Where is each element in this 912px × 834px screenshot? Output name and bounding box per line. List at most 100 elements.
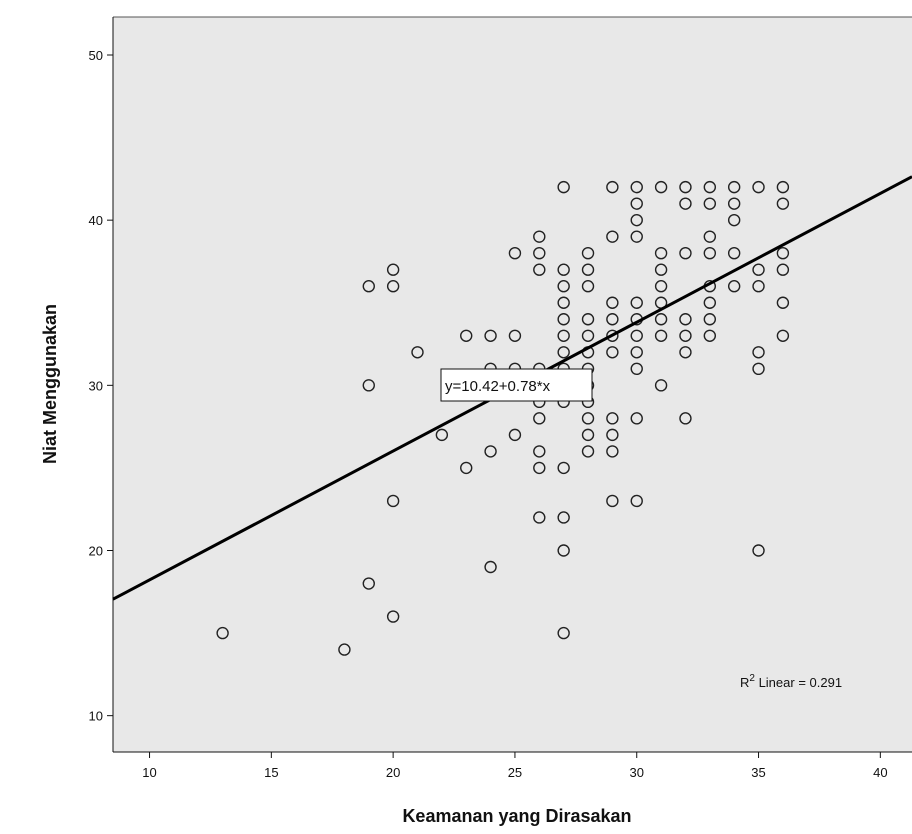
data-point xyxy=(606,296,619,309)
data-point xyxy=(630,362,643,376)
data-point xyxy=(703,230,717,243)
data-point xyxy=(338,643,351,656)
x-tick-label: 30 xyxy=(630,765,644,780)
data-point xyxy=(411,346,424,359)
x-tick-label: 40 xyxy=(873,765,887,780)
data-point xyxy=(606,329,619,342)
data-point xyxy=(533,445,546,458)
data-point xyxy=(386,494,400,508)
data-point xyxy=(703,246,717,260)
data-point xyxy=(508,428,522,442)
data-point xyxy=(727,280,741,293)
r-squared-prefix: R xyxy=(740,675,749,690)
data-point xyxy=(581,263,595,276)
data-point xyxy=(606,346,619,359)
data-point xyxy=(654,379,668,392)
data-point xyxy=(776,180,790,194)
data-point xyxy=(752,180,765,194)
data-point xyxy=(606,230,619,243)
data-point xyxy=(654,280,668,293)
data-point xyxy=(557,263,570,276)
y-tick-label: 30 xyxy=(89,378,103,393)
data-point xyxy=(630,412,643,425)
data-point xyxy=(752,263,765,276)
data-point xyxy=(508,329,522,342)
data-point xyxy=(362,280,375,293)
y-tick-label: 10 xyxy=(89,709,103,724)
data-point xyxy=(216,626,229,640)
y-tick-label: 40 xyxy=(89,213,103,228)
data-point xyxy=(533,461,546,475)
data-point xyxy=(679,246,692,260)
x-tick-label: 20 xyxy=(386,765,400,780)
data-point xyxy=(630,197,643,210)
data-point xyxy=(679,329,692,342)
data-point xyxy=(460,461,473,475)
data-point xyxy=(630,213,643,227)
x-axis-ticks: 10 15 20 25 30 35 40 xyxy=(142,752,888,780)
data-point xyxy=(776,329,790,342)
data-point xyxy=(508,246,522,260)
data-point xyxy=(727,246,741,260)
data-points xyxy=(216,180,790,656)
r-squared-value: Linear = 0.291 xyxy=(755,675,842,690)
data-point xyxy=(557,280,570,293)
data-point xyxy=(581,313,595,326)
data-point xyxy=(679,313,692,326)
data-point xyxy=(484,560,497,574)
data-point xyxy=(606,428,619,442)
data-point xyxy=(679,412,692,425)
data-point xyxy=(533,230,546,243)
data-point xyxy=(654,180,668,194)
data-point xyxy=(776,197,790,210)
x-tick-label: 35 xyxy=(751,765,765,780)
data-point xyxy=(776,263,790,276)
data-point xyxy=(654,313,668,326)
data-point xyxy=(435,428,449,442)
data-point xyxy=(630,346,643,359)
y-axis-title: Niat Menggunakan xyxy=(40,304,60,464)
data-point xyxy=(484,445,497,458)
x-tick-label: 10 xyxy=(142,765,156,780)
data-point xyxy=(557,511,570,524)
data-point xyxy=(679,197,692,210)
data-point xyxy=(386,280,400,293)
data-point xyxy=(654,246,668,260)
data-point xyxy=(703,313,717,326)
y-axis-ticks: 10 20 30 40 50 xyxy=(89,48,113,724)
data-point xyxy=(606,494,619,508)
data-point xyxy=(606,180,619,194)
data-point xyxy=(362,577,375,590)
data-point xyxy=(557,544,570,557)
data-point xyxy=(752,544,765,557)
data-point xyxy=(606,412,619,425)
data-point xyxy=(557,461,570,475)
data-point xyxy=(557,313,570,326)
data-point xyxy=(557,180,570,194)
data-point xyxy=(533,263,546,276)
data-point xyxy=(703,296,717,309)
data-point xyxy=(776,246,790,260)
data-point xyxy=(606,445,619,458)
data-point xyxy=(581,329,595,342)
data-point xyxy=(386,610,400,623)
data-point xyxy=(533,246,546,260)
data-point xyxy=(727,180,741,194)
data-point xyxy=(654,329,668,342)
data-point xyxy=(533,511,546,524)
data-point xyxy=(557,296,570,309)
data-point xyxy=(630,296,643,309)
r-squared-superscript: 2 xyxy=(749,673,755,684)
x-axis-title: Keamanan yang Dirasakan xyxy=(402,806,631,826)
data-point xyxy=(557,346,570,359)
data-point xyxy=(533,412,546,425)
equation-label: y=10.42+0.78*x xyxy=(445,378,551,395)
data-point xyxy=(679,346,692,359)
data-point xyxy=(581,445,595,458)
y-tick-label: 20 xyxy=(89,543,103,558)
data-point xyxy=(630,329,643,342)
data-point xyxy=(484,329,497,342)
data-point xyxy=(703,180,717,194)
